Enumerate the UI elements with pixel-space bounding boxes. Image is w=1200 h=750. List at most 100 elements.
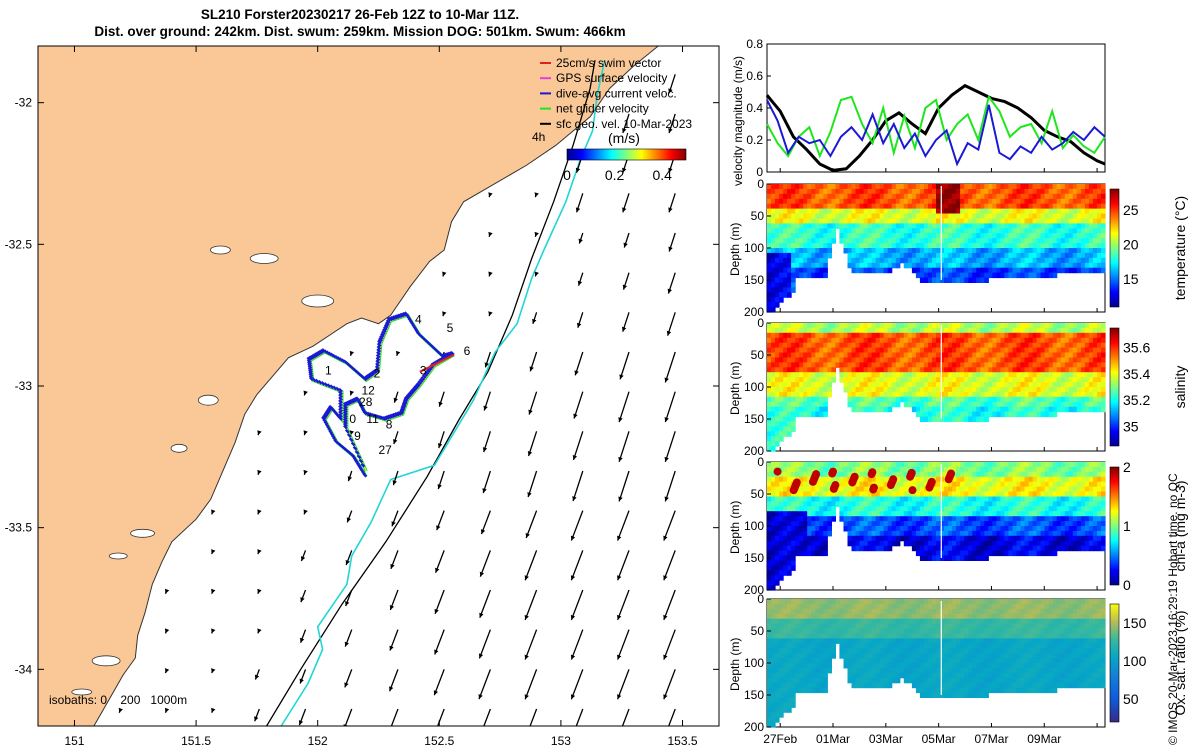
section-cell: [891, 357, 897, 363]
section-cell: [827, 377, 832, 383]
section-cell: [968, 406, 973, 413]
section-cell: [859, 332, 865, 339]
section-cell: [1088, 337, 1094, 344]
section-cell: [775, 476, 780, 483]
section-cell: [843, 193, 849, 200]
section-cell: [767, 580, 772, 586]
section-cell: [803, 377, 808, 383]
section-cell: [956, 193, 961, 200]
section-cell: [992, 243, 997, 249]
section-cell: [799, 347, 804, 354]
section-cell: [948, 377, 953, 383]
dive-avg-velocity-tick: [315, 351, 321, 357]
section-cell: [940, 198, 945, 205]
sfc-geo-vector: [434, 629, 445, 655]
section-cell: [783, 272, 788, 279]
section-cell: [775, 357, 780, 363]
vector-head: [433, 690, 439, 696]
section-cell: [944, 233, 949, 239]
section-cell: [807, 357, 812, 363]
section-cell: [911, 391, 917, 398]
section-cell: [944, 516, 949, 522]
section-cell: [795, 262, 800, 269]
section-cell: [787, 223, 792, 229]
vector-head: [437, 484, 442, 490]
section-cell: [871, 238, 877, 244]
section-cell: [815, 228, 820, 234]
section-cell: [775, 441, 780, 447]
section-cell: [847, 491, 853, 497]
section-cell: [783, 337, 788, 344]
section-cell: [775, 421, 780, 427]
section-cell: [847, 486, 853, 493]
section-cell: [944, 267, 949, 274]
section-cell: [855, 401, 861, 408]
section-cell: [791, 372, 796, 378]
sfc-geo-vector: [254, 708, 260, 722]
section-cell: [895, 462, 901, 468]
sfc-geo-vector: [393, 431, 399, 445]
section-cell: [956, 466, 961, 473]
section-cell: [1032, 332, 1038, 339]
section-cell: [827, 238, 832, 244]
section-cell: [819, 377, 824, 383]
section-cell: [1068, 391, 1074, 398]
vector-head: [211, 588, 216, 594]
dive-avg-velocity-tick: [343, 404, 348, 409]
section-cell: [960, 486, 965, 493]
section-cell: [779, 357, 784, 363]
section-cell: [1000, 342, 1005, 349]
section-cell: [823, 332, 828, 339]
section-cell: [952, 327, 957, 334]
section-cell: [1028, 411, 1034, 418]
section-cell: [859, 203, 865, 210]
section-cell: [791, 184, 796, 190]
dive-avg-velocity-tick: [308, 372, 314, 378]
section-cell: [919, 411, 925, 418]
vector-head: [257, 549, 262, 555]
section-cell: [799, 491, 804, 497]
section-cell: [803, 208, 808, 215]
section-cell: [1072, 367, 1078, 373]
section-cell: [1101, 257, 1106, 264]
section-cell: [1084, 262, 1090, 269]
section-cell: [803, 506, 808, 512]
section-cell: [964, 406, 969, 413]
section-cell: [948, 406, 953, 413]
section-cell: [956, 188, 961, 195]
section-cell: [875, 262, 881, 269]
section-cell: [1040, 352, 1046, 358]
dive-avg-velocity-tick: [332, 385, 338, 391]
section-cell: [911, 396, 917, 403]
section-cell: [771, 580, 776, 586]
section-cell: [855, 506, 861, 512]
section-cell: [972, 391, 977, 398]
section-cell: [847, 243, 853, 249]
section-cell: [903, 526, 909, 532]
section-cell: [1012, 262, 1018, 269]
section-cell: [960, 347, 965, 354]
section-cell: [988, 387, 993, 393]
section-cell: [771, 446, 776, 452]
section-cell: [980, 193, 985, 200]
section-cell: [795, 466, 800, 473]
section-cell: [879, 233, 885, 239]
section-cell: [968, 352, 973, 358]
section-cell: [968, 228, 973, 234]
vector-shaft: [663, 669, 676, 700]
vector-shaft: [529, 708, 538, 726]
section-cell: [1068, 223, 1074, 229]
section-cell: [1012, 377, 1018, 383]
section-cell: [1097, 184, 1102, 190]
section-cell: [1076, 243, 1082, 249]
section-cell: [799, 267, 804, 274]
section-cell: [964, 377, 969, 383]
dive-avg-velocity-tick: [335, 386, 340, 392]
section-cell: [944, 545, 949, 552]
section-cell: [783, 501, 788, 507]
section-cell: [960, 521, 965, 527]
section-cell: [1000, 267, 1005, 274]
section-cell: [1004, 198, 1009, 205]
section-cell: [1060, 218, 1066, 224]
section-cell: [823, 377, 828, 383]
